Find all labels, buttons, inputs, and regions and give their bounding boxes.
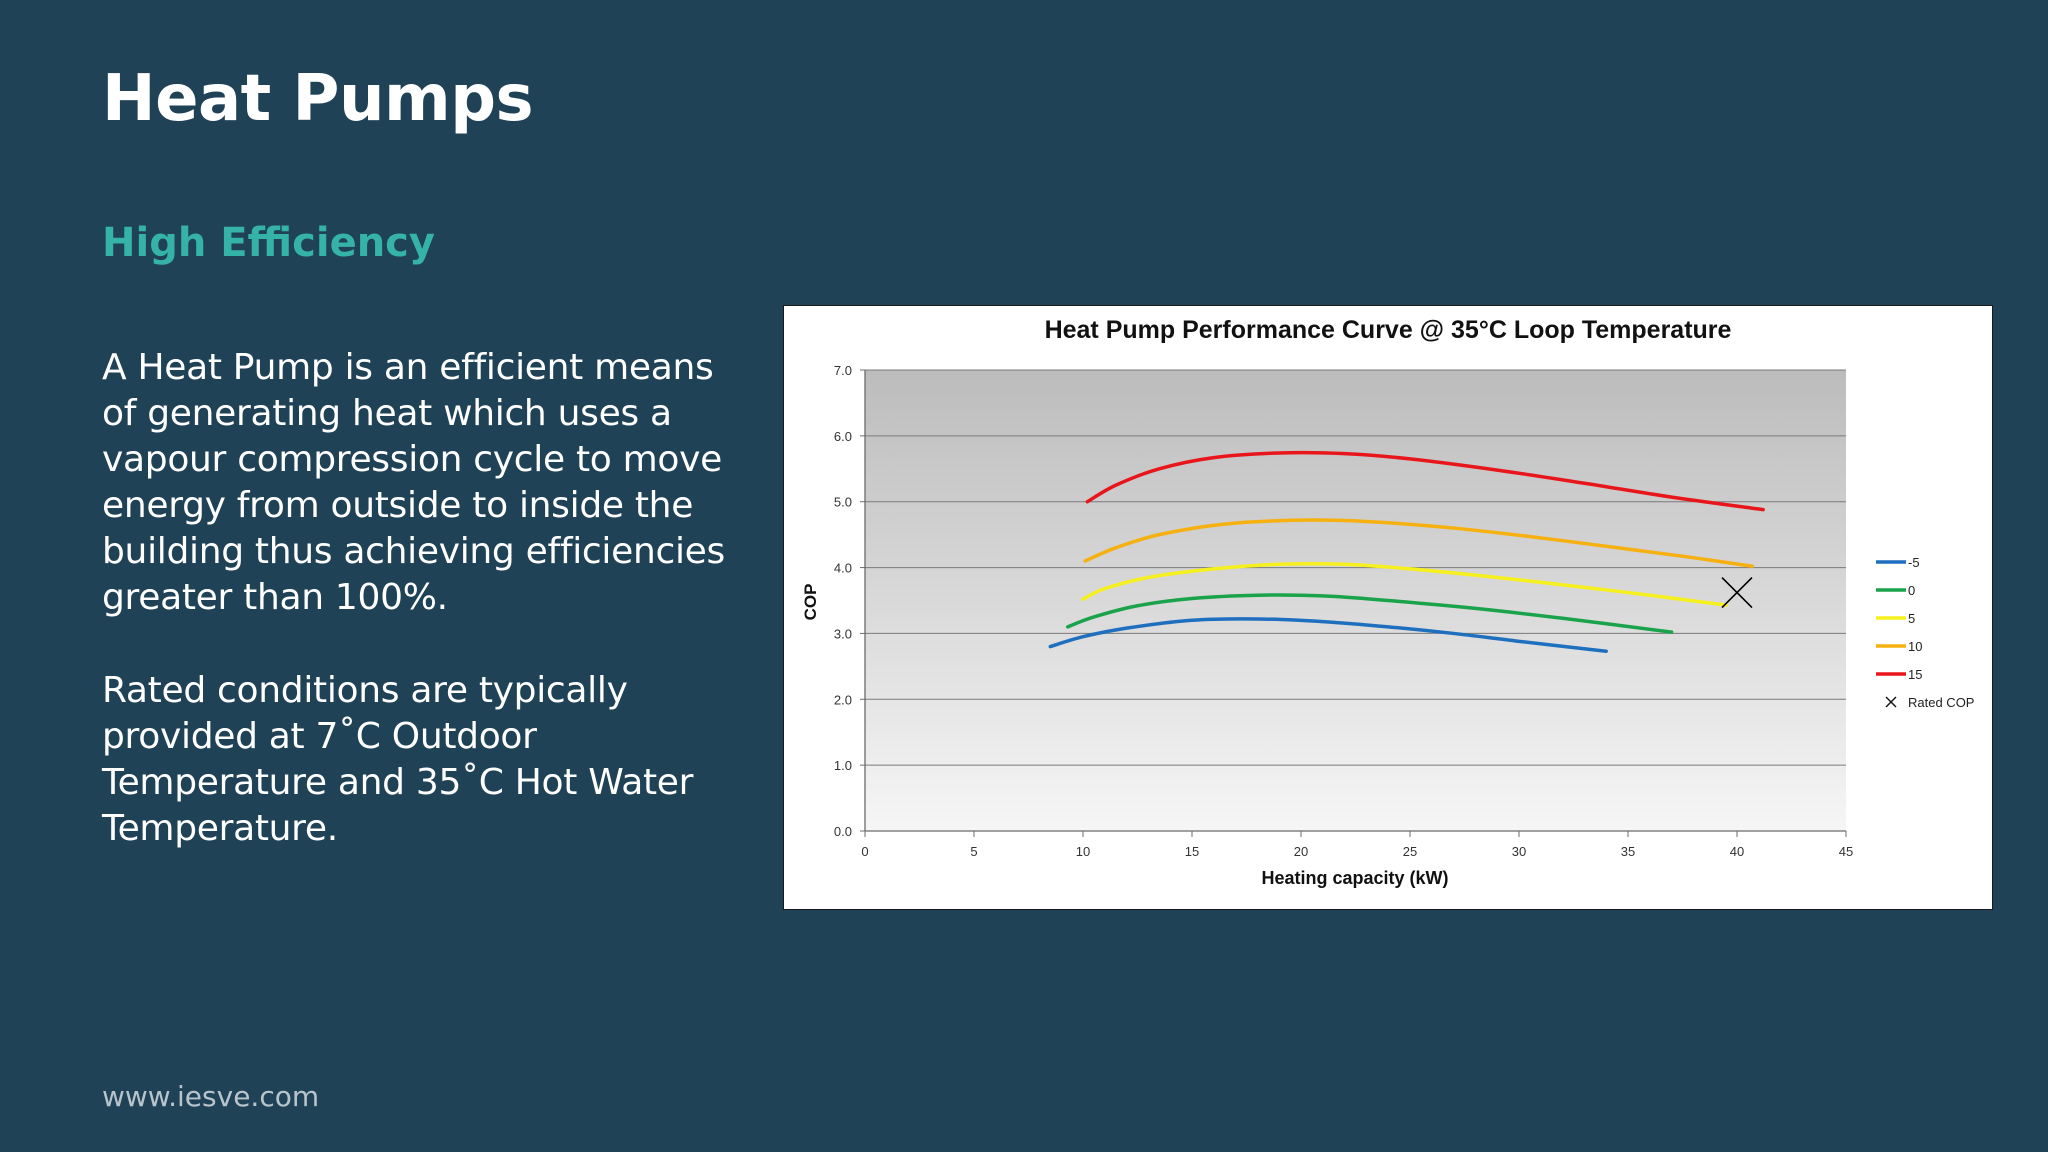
y-tick-label: 1.0 <box>834 758 852 773</box>
x-tick-label: 45 <box>1839 844 1853 859</box>
series-line-5 <box>1081 561 1728 607</box>
series-line-10 <box>1083 518 1755 569</box>
y-tick-label: 7.0 <box>834 363 852 378</box>
series-lines <box>1048 450 1765 653</box>
series-line-minus5 <box>1048 617 1608 653</box>
x-tick-label: 30 <box>1512 844 1526 859</box>
slide-title: Heat Pumps <box>102 62 534 136</box>
performance-chart: 0.0 1.0 2.0 3.0 4.0 5.0 6.0 7.0 0 5 10 15 20 25 30 35 40… <box>801 316 1974 888</box>
rated-cop-marker <box>1721 577 1753 609</box>
x-tick-label: 15 <box>1185 844 1199 859</box>
legend: -5 0 5 10 15 Rated COP <box>1876 555 1974 710</box>
y-tick-label: 4.0 <box>834 561 852 576</box>
footer-url[interactable]: www.iesve.com <box>102 1080 320 1113</box>
series-line-0 <box>1065 593 1674 634</box>
slide-subtitle: High Efficiency <box>102 220 435 266</box>
x-tick-label: 40 <box>1730 844 1744 859</box>
x-tick-label: 20 <box>1294 844 1308 859</box>
body-paragraph-2: Rated conditions are typically provided … <box>102 670 694 849</box>
legend-label: 10 <box>1908 639 1922 654</box>
y-tick-label: 0.0 <box>834 824 852 839</box>
y-tick-label: 3.0 <box>834 626 852 641</box>
y-tick-label: 2.0 <box>834 692 852 707</box>
x-axis-label: Heating capacity (kW) <box>1261 868 1448 888</box>
y-tick-label: 5.0 <box>834 495 852 510</box>
x-tick-label: 10 <box>1076 844 1090 859</box>
legend-marker-icon <box>1885 696 1897 708</box>
x-tick-label: 35 <box>1621 844 1635 859</box>
x-tick-label: 25 <box>1403 844 1417 859</box>
chart-title: Heat Pump Performance Curve @ 35°C Loop … <box>1045 316 1732 344</box>
y-axis-label: COP <box>801 584 820 621</box>
series-line-15 <box>1085 450 1765 512</box>
x-tick-label: 0 <box>861 844 868 859</box>
legend-label: 15 <box>1908 667 1922 682</box>
body-paragraph-1: A Heat Pump is an efficient means of gen… <box>102 347 725 618</box>
chart-container: 0.0 1.0 2.0 3.0 4.0 5.0 6.0 7.0 0 5 10 15 20 25 30 35 40… <box>783 305 1993 910</box>
y-tick-label: 6.0 <box>834 429 852 444</box>
x-tick-label: 5 <box>970 844 977 859</box>
legend-label: Rated COP <box>1908 695 1974 710</box>
legend-label: -5 <box>1908 555 1920 570</box>
rated-markers <box>1721 577 1753 609</box>
legend-label: 5 <box>1908 611 1915 626</box>
axes: 0.0 1.0 2.0 3.0 4.0 5.0 6.0 7.0 0 5 10 15 20 25 30 35 40… <box>834 363 1853 859</box>
legend-label: 0 <box>1908 583 1915 598</box>
